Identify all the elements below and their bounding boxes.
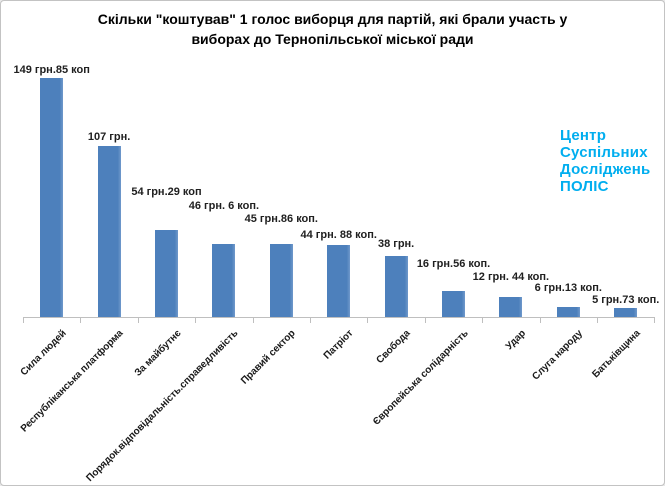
x-axis-tick xyxy=(424,317,426,323)
bar xyxy=(212,243,236,317)
bar xyxy=(499,297,523,317)
bar-value-label: 44 грн. 88 коп. xyxy=(300,229,377,241)
x-axis-category-label: Свобода xyxy=(374,328,413,366)
bar xyxy=(614,307,638,317)
x-axis-tick xyxy=(195,317,197,323)
x-axis-category-label: Удар xyxy=(503,328,528,353)
chart-title-line2: виборах до Тернопільської міської ради xyxy=(191,31,474,47)
logo-line: Центр xyxy=(560,127,607,144)
logo-line: Досліджень xyxy=(560,161,651,178)
bar-value-label: 107 грн. xyxy=(87,131,131,143)
x-axis-tick xyxy=(367,317,369,323)
logo-line: ПОЛІС xyxy=(560,178,609,195)
x-axis-tick xyxy=(539,317,541,323)
x-axis-tick xyxy=(482,317,484,323)
x-axis-tick xyxy=(23,317,24,323)
x-axis-category-label: Патріот xyxy=(321,328,356,362)
x-axis-category-label: За майбутнє xyxy=(132,328,184,379)
bar xyxy=(556,307,580,317)
x-axis-category-label: Слуга народу xyxy=(530,328,586,383)
bar-value-label: 5 грн.73 коп. xyxy=(592,294,660,306)
bar-value-label: 38 грн. xyxy=(377,238,415,250)
bar xyxy=(442,290,465,317)
bar-value-label: 149 грн.85 коп xyxy=(13,64,90,76)
x-axis-category-label: Сила людей xyxy=(18,328,69,379)
x-axis-category-label: Республіканська платформа xyxy=(19,328,126,435)
bar-value-label: 6 грн.13 коп. xyxy=(534,282,602,294)
bar xyxy=(97,146,121,317)
x-axis-tick xyxy=(654,317,656,323)
x-axis-tick xyxy=(252,317,254,323)
bar-value-label: 12 грн. 44 коп. xyxy=(472,271,550,283)
bar xyxy=(269,243,293,317)
bar-value-label: 45 грн.86 коп. xyxy=(244,213,318,225)
logo-line: Суспільних xyxy=(560,144,648,161)
bar-value-label: 54 грн.29 коп xyxy=(131,186,202,198)
x-axis-tick xyxy=(597,317,598,323)
x-axis-tick xyxy=(310,317,311,323)
bar-value-label: 46 грн. 6 коп. xyxy=(188,200,260,212)
bar xyxy=(40,78,64,317)
x-axis-line xyxy=(23,317,655,318)
chart-title: Скільки "коштував" 1 голос виборця для п… xyxy=(1,9,664,49)
bar xyxy=(327,245,351,317)
bar-value-label: 16 грн.56 коп. xyxy=(416,258,491,270)
chart-title-line1: Скільки "коштував" 1 голос виборця для п… xyxy=(97,11,568,27)
x-axis-category-label: Правий сектор xyxy=(239,328,299,387)
x-axis-category-label: Батьківщина xyxy=(590,328,643,381)
bar xyxy=(384,256,408,317)
x-axis-tick xyxy=(137,317,139,323)
bar xyxy=(155,230,178,317)
x-axis-tick xyxy=(80,317,82,323)
polis-logo: Центр Суспільних Досліджень ПОЛІС xyxy=(560,127,650,195)
x-axis-category-label: Європейська солідарність xyxy=(370,328,471,428)
